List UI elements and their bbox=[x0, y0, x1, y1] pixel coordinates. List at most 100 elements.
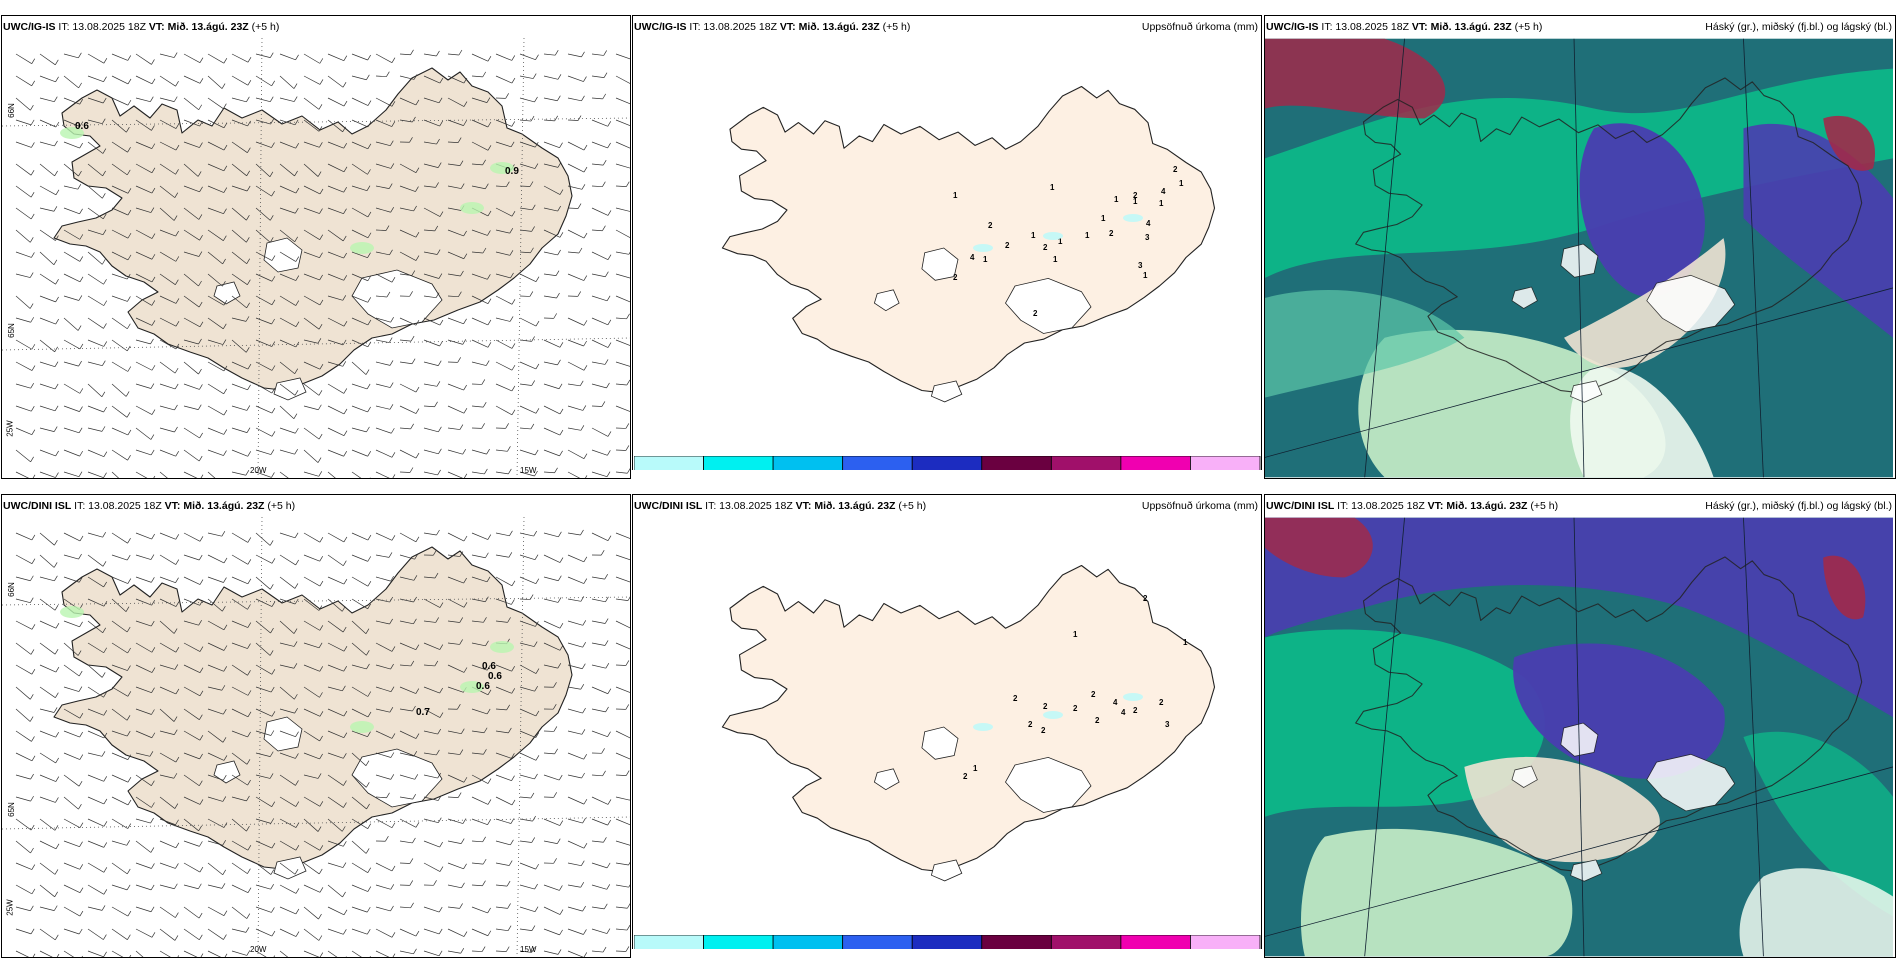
precip-value: 2 bbox=[1005, 241, 1010, 250]
panel-top-precip: UWC/IG-IS IT: 13.08.2025 18Z VT: Mið. 13… bbox=[632, 15, 1262, 470]
precip-value: 1 bbox=[1053, 255, 1058, 264]
precip-value: 1 bbox=[1159, 199, 1164, 208]
precip-value: 2 bbox=[1043, 702, 1048, 711]
precip-value: 2 bbox=[1041, 726, 1046, 735]
lat-label: 65N bbox=[7, 323, 16, 338]
precip-patch bbox=[973, 244, 993, 252]
precip-value: 3 bbox=[1165, 720, 1170, 729]
gust-label: 0.7 bbox=[416, 707, 430, 718]
panel-header: UWC/IG-IS IT: 13.08.2025 18Z VT: Mið. 13… bbox=[2, 16, 630, 38]
lat-label: 65N bbox=[7, 802, 16, 817]
colorbar-swatch bbox=[1121, 935, 1191, 949]
colorbar-swatch bbox=[773, 456, 843, 470]
colorbar-swatch bbox=[843, 456, 913, 470]
precip-value: 4 bbox=[1146, 219, 1151, 228]
precip-value: 1 bbox=[1085, 231, 1090, 240]
colorbar-swatch bbox=[1051, 935, 1121, 949]
gust-patch bbox=[60, 606, 84, 618]
panel-bottom-cloud: UWC/DINI ISL IT: 13.08.2025 18Z VT: Mið.… bbox=[1264, 494, 1896, 958]
precip-value: 2 bbox=[1133, 191, 1138, 200]
panel-bottom-precip: UWC/DINI ISL IT: 13.08.2025 18Z VT: Mið.… bbox=[632, 494, 1262, 949]
precip-patch bbox=[1043, 232, 1063, 240]
lon-label: 15W bbox=[520, 466, 536, 475]
colorbar-swatch bbox=[1121, 456, 1191, 470]
panel-header: UWC/IG-IS IT: 13.08.2025 18Z VT: Mið. 13… bbox=[633, 16, 1261, 38]
precip-value: 1 bbox=[1050, 183, 1055, 192]
gust-patch bbox=[460, 202, 484, 214]
panel-bottom-wind: UWC/DINI ISL IT: 13.08.2025 18Z VT: Mið.… bbox=[1, 494, 631, 958]
colorbar-swatch bbox=[982, 456, 1052, 470]
wind-map bbox=[2, 517, 630, 957]
colorbar-swatch bbox=[843, 935, 913, 949]
lon-label: 20W bbox=[250, 466, 266, 475]
precip-value: 1 bbox=[953, 191, 958, 200]
precip-value: 2 bbox=[1073, 704, 1078, 713]
precip-value: 2 bbox=[1013, 694, 1018, 703]
colorbar-swatch bbox=[704, 935, 774, 949]
precip-value: 2 bbox=[953, 273, 958, 282]
precip-value: 1 bbox=[983, 255, 988, 264]
wind-map bbox=[2, 38, 630, 478]
precip-value: 1 bbox=[1179, 179, 1184, 188]
panel-header: UWC/DINI ISL IT: 13.08.2025 18Z VT: Mið.… bbox=[633, 495, 1261, 517]
precip-value: 2 bbox=[1028, 720, 1033, 729]
gust-patch bbox=[350, 721, 374, 733]
precip-value: 4 bbox=[1121, 708, 1126, 717]
colorbar-swatch bbox=[982, 935, 1052, 949]
panel-top-wind: UWC/IG-IS IT: 13.08.2025 18Z VT: Mið. 13… bbox=[1, 15, 631, 479]
precip-patch bbox=[973, 723, 993, 731]
precip-value: 1 bbox=[973, 764, 978, 773]
precip-patch bbox=[1123, 693, 1143, 701]
precip-value: 2 bbox=[1143, 594, 1148, 603]
lon-label: 25W bbox=[6, 899, 15, 915]
precip-value: 3 bbox=[1145, 233, 1150, 242]
colorbar-swatch bbox=[1190, 935, 1260, 949]
cloud-map bbox=[1265, 38, 1893, 478]
precip-value: 2 bbox=[1033, 309, 1038, 318]
gust-label: 0.6 bbox=[476, 681, 490, 692]
cloud-map bbox=[1265, 517, 1893, 957]
precip-value: 1 bbox=[1101, 214, 1106, 223]
precip-value: 4 bbox=[1113, 698, 1118, 707]
precip-value: 1 bbox=[1031, 231, 1036, 240]
panel-header: UWC/IG-IS IT: 13.08.2025 18Z VT: Mið. 13… bbox=[1265, 16, 1895, 38]
lat-label: 66N bbox=[7, 103, 16, 118]
colorbar-swatch bbox=[773, 935, 843, 949]
panel-header: UWC/DINI ISL IT: 13.08.2025 18Z VT: Mið.… bbox=[2, 495, 630, 517]
lon-label: 25W bbox=[6, 420, 15, 436]
gust-patch bbox=[350, 242, 374, 254]
precip-patch bbox=[1043, 711, 1063, 719]
precip-value: 1 bbox=[1114, 195, 1119, 204]
gust-label: 0.6 bbox=[75, 121, 89, 132]
panel-header: UWC/DINI ISL IT: 13.08.2025 18Z VT: Mið.… bbox=[1265, 495, 1895, 517]
precip-value: 2 bbox=[1133, 706, 1138, 715]
precip-value: 4 bbox=[970, 253, 975, 262]
precip-value: 2 bbox=[1173, 165, 1178, 174]
colorbar-swatch bbox=[634, 456, 704, 470]
precip-value: 3 bbox=[1138, 261, 1143, 270]
colorbar-swatch bbox=[634, 935, 704, 949]
precip-value: 2 bbox=[1159, 698, 1164, 707]
precip-value: 1 bbox=[1073, 630, 1078, 639]
panel-top-cloud: UWC/IG-IS IT: 13.08.2025 18Z VT: Mið. 13… bbox=[1264, 15, 1896, 479]
colorbar-swatch bbox=[912, 456, 982, 470]
colorbar-swatch bbox=[1051, 456, 1121, 470]
precip-value: 1 bbox=[1183, 638, 1188, 647]
precip-value: 2 bbox=[1043, 243, 1048, 252]
precip-value: 2 bbox=[1091, 690, 1096, 699]
precip-value: 2 bbox=[1109, 229, 1114, 238]
colorbar-swatch bbox=[1190, 456, 1260, 470]
colorbar-swatch bbox=[912, 935, 982, 949]
gust-label: 0.6 bbox=[488, 671, 502, 682]
precip-value: 2 bbox=[988, 221, 993, 230]
precip-patch bbox=[1123, 214, 1143, 222]
precip-value: 1 bbox=[1143, 271, 1148, 280]
colorbar-swatch bbox=[704, 456, 774, 470]
precip-value: 2 bbox=[1095, 716, 1100, 725]
gust-label: 0.9 bbox=[505, 166, 519, 177]
gust-patch bbox=[490, 641, 514, 653]
lat-label: 66N bbox=[7, 582, 16, 597]
